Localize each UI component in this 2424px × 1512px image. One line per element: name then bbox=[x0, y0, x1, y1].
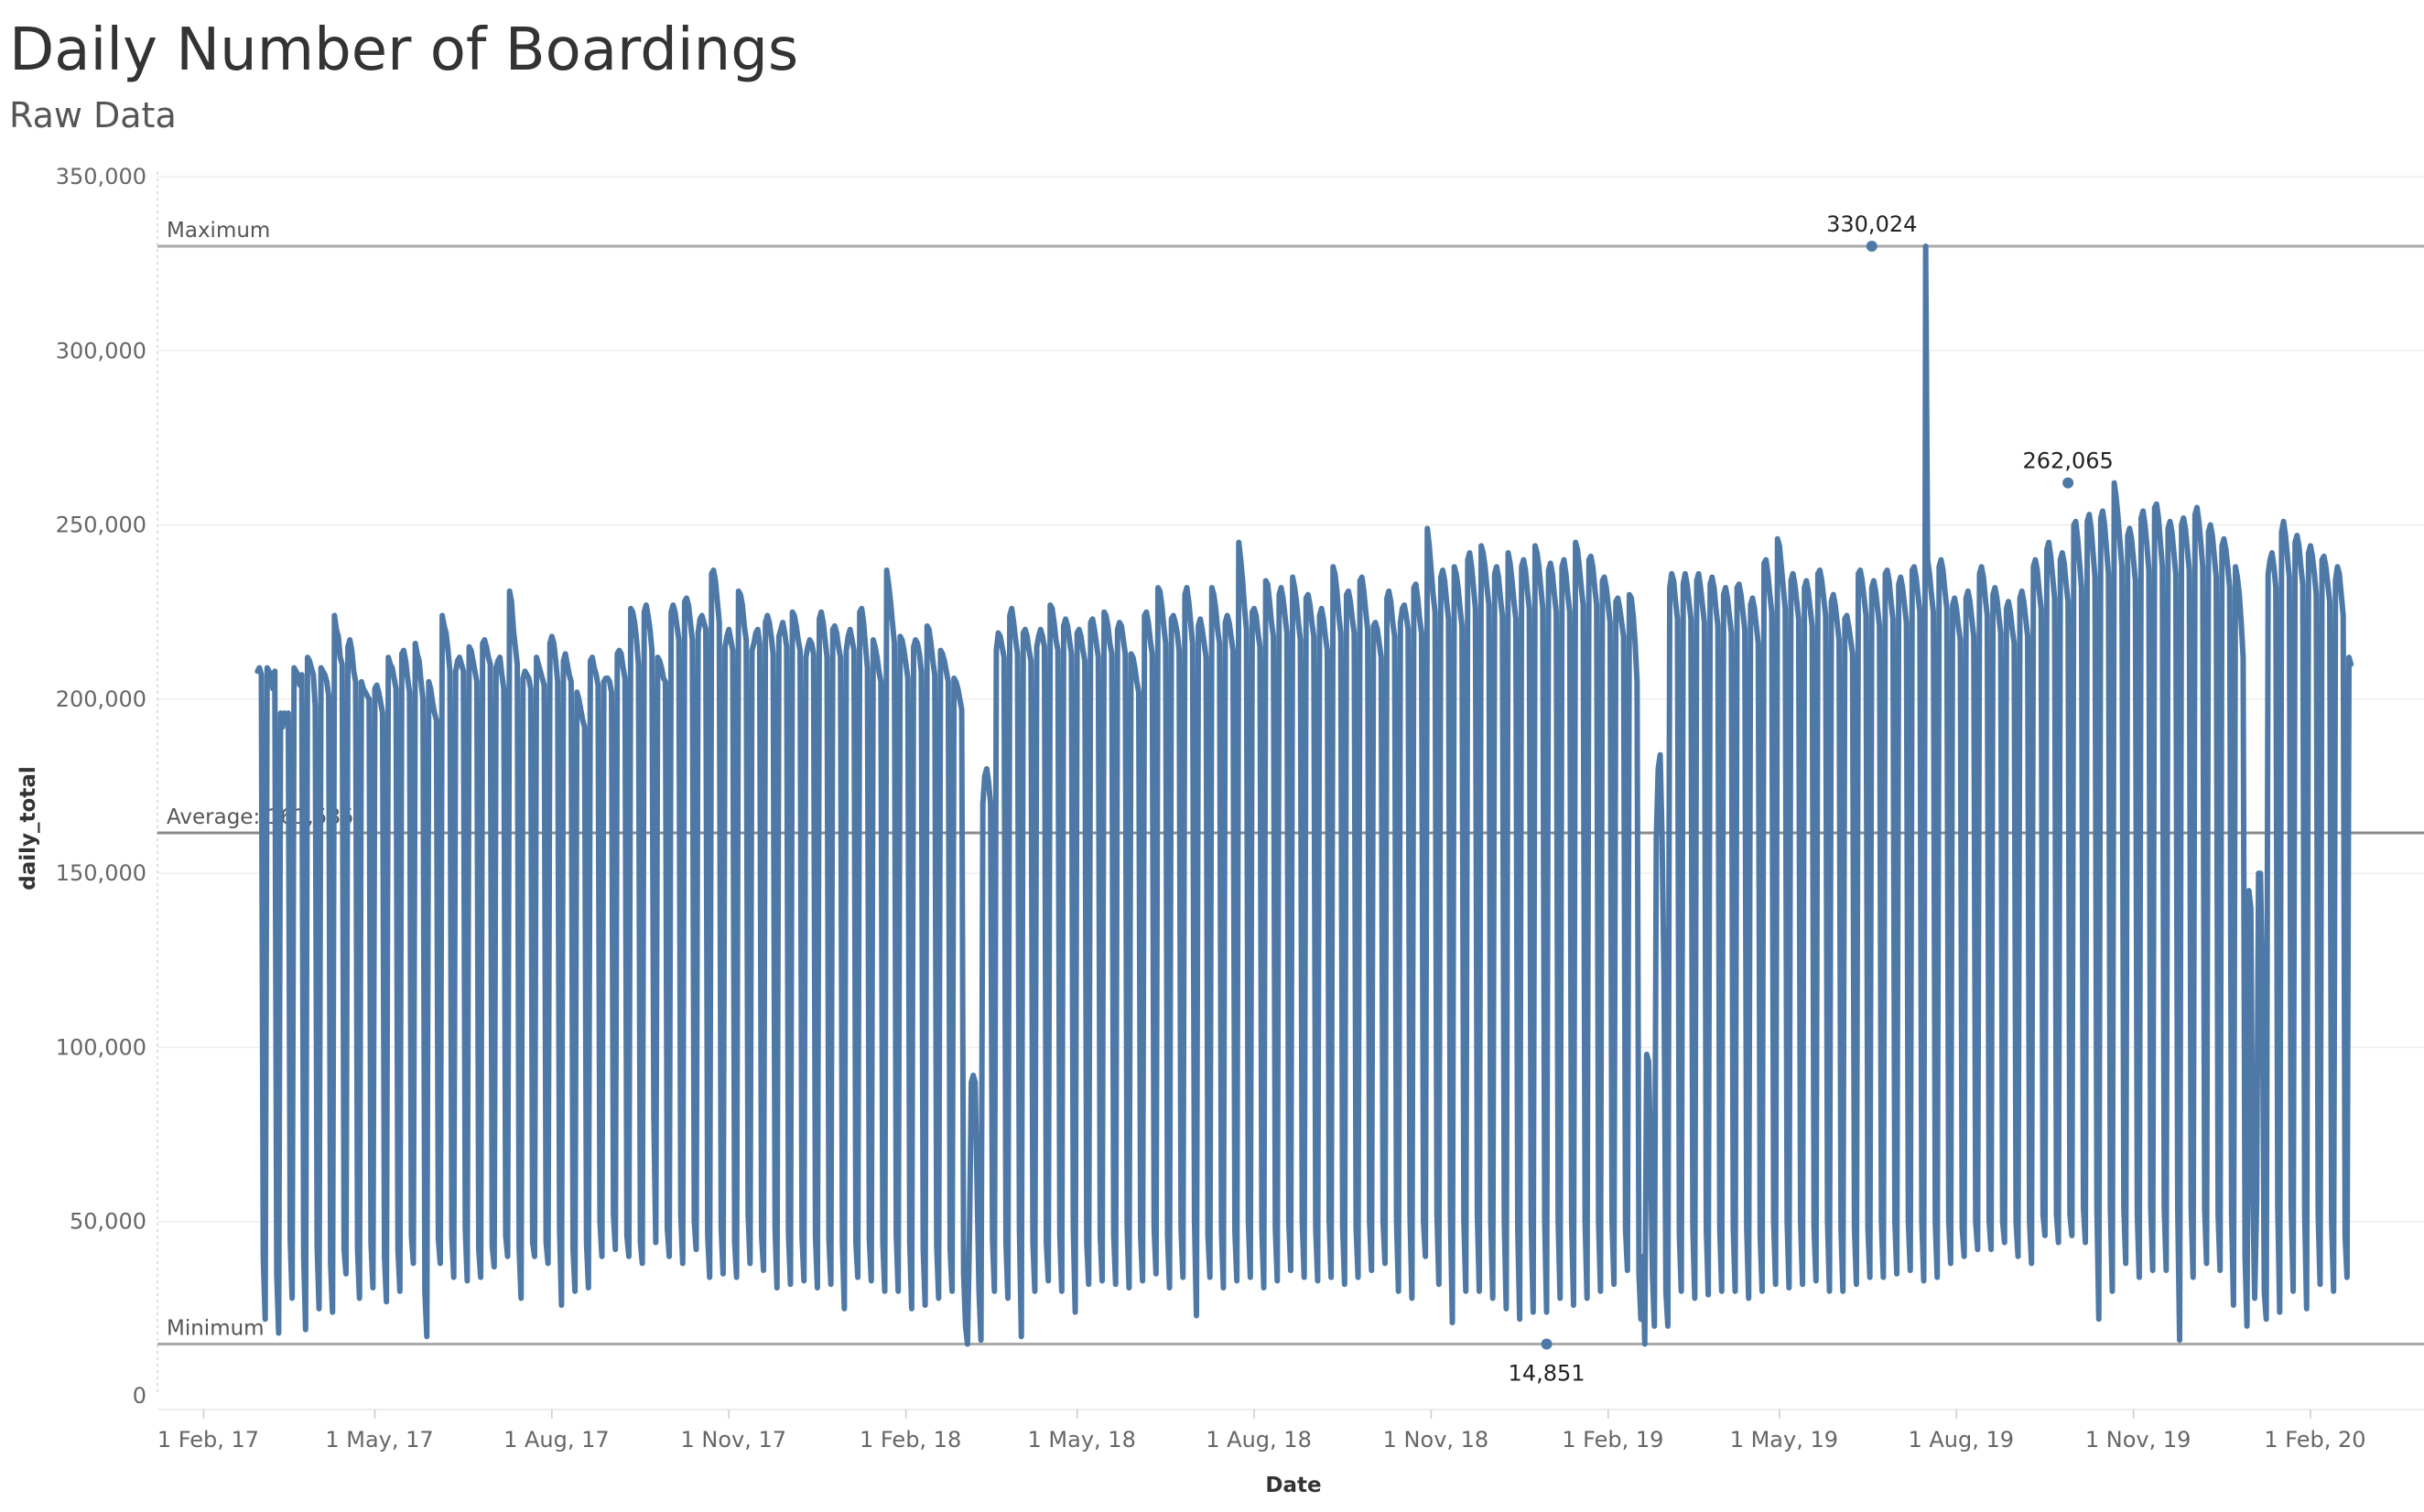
y-tick-label: 350,000 bbox=[56, 164, 146, 189]
y-tick-label: 0 bbox=[133, 1383, 146, 1409]
y-tick-label: 100,000 bbox=[56, 1034, 146, 1060]
reference-label-minimum: Minimum bbox=[167, 1316, 265, 1340]
x-tick-label: 1 Nov, 18 bbox=[1383, 1427, 1489, 1453]
data-label: 14,851 bbox=[1509, 1360, 1585, 1386]
x-tick-label: 1 Aug, 17 bbox=[503, 1427, 610, 1453]
x-tick-label: 1 Nov, 17 bbox=[680, 1427, 786, 1453]
y-axis-label: daily_total bbox=[16, 766, 40, 890]
data-label: 330,024 bbox=[1826, 211, 1917, 237]
data-point-marker bbox=[1541, 1338, 1553, 1350]
chart-subtitle: Raw Data bbox=[9, 95, 177, 135]
series-line bbox=[254, 243, 2354, 1347]
y-tick-label: 150,000 bbox=[56, 860, 146, 886]
chart-title: Daily Number of Boardings bbox=[9, 16, 799, 84]
y-tick-label: 200,000 bbox=[56, 686, 146, 712]
x-tick-label: 1 Feb, 20 bbox=[2264, 1427, 2365, 1453]
data-point-marker bbox=[2062, 477, 2074, 489]
x-tick-label: 1 Aug, 19 bbox=[1908, 1427, 2014, 1453]
x-tick-label: 1 Feb, 18 bbox=[860, 1427, 961, 1453]
x-tick-label: 1 Feb, 19 bbox=[1562, 1427, 1663, 1453]
data-point-marker bbox=[1866, 241, 1878, 253]
x-axis-label: Date bbox=[1265, 1474, 1321, 1497]
y-tick-label: 300,000 bbox=[56, 338, 146, 363]
x-tick-label: 1 May, 18 bbox=[1028, 1427, 1136, 1453]
y-tick-label: 50,000 bbox=[70, 1209, 146, 1235]
x-tick-label: 1 May, 17 bbox=[325, 1427, 433, 1453]
reference-label-maximum: Maximum bbox=[167, 219, 270, 243]
x-tick-label: 1 Nov, 19 bbox=[2085, 1427, 2191, 1453]
x-tick-label: 1 Aug, 18 bbox=[1206, 1427, 1312, 1453]
point-labels: 330,024 262,065 14,851 bbox=[1509, 211, 2114, 1386]
y-axis: 0 50,000 100,000 150,000 200,000 250,000 300,0… bbox=[56, 164, 158, 1409]
x-axis: 1 Feb, 17 1 May, 17 1 Aug, 17 1 Nov, 17 1 Fe… bbox=[157, 1409, 2424, 1453]
data-label: 262,065 bbox=[2023, 448, 2114, 474]
series bbox=[254, 243, 2354, 1347]
x-tick-label: 1 Feb, 17 bbox=[157, 1427, 259, 1453]
x-tick-label: 1 May, 19 bbox=[1730, 1427, 1838, 1453]
y-tick-label: 250,000 bbox=[56, 513, 146, 538]
